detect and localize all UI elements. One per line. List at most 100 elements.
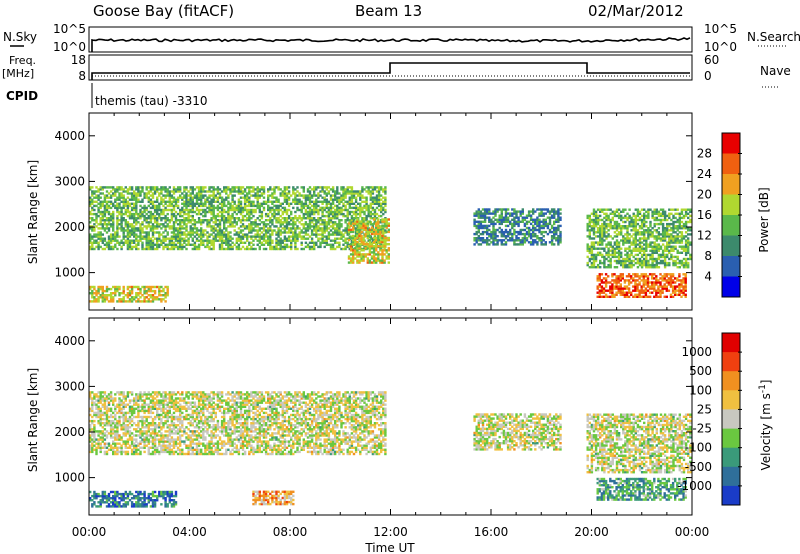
heatmap-cell xyxy=(627,289,631,292)
heatmap-cell xyxy=(283,239,287,242)
heatmap-cell xyxy=(668,257,671,261)
heatmap-cell xyxy=(283,243,287,246)
heatmap-cell xyxy=(640,249,644,252)
heatmap-cell xyxy=(630,293,633,296)
heatmap-cell xyxy=(684,251,688,254)
heatmap-cell xyxy=(93,196,96,199)
heatmap-cell xyxy=(262,192,266,195)
heatmap-cell xyxy=(532,226,535,230)
heatmap-cell xyxy=(356,247,359,250)
heatmap-cell xyxy=(283,198,287,201)
heatmap-cell xyxy=(617,257,621,261)
heatmap-cell xyxy=(290,227,293,230)
heatmap-cell xyxy=(634,214,637,218)
heatmap-cell xyxy=(481,216,485,219)
heatmap-cell xyxy=(122,194,125,197)
heatmap-cell xyxy=(147,298,150,301)
heatmap-cell xyxy=(687,212,690,215)
heatmap-cell xyxy=(101,202,104,205)
heatmap-cell xyxy=(546,232,550,236)
heatmap-cell xyxy=(649,266,652,269)
heatmap-cell xyxy=(553,220,556,223)
heatmap-cell xyxy=(285,212,289,216)
heatmap-cell xyxy=(135,194,138,197)
heatmap-cell xyxy=(506,218,510,221)
heatmap-cell xyxy=(634,289,637,292)
heatmap-cell xyxy=(112,202,115,205)
heatmap-cell xyxy=(296,194,299,197)
heatmap-cell xyxy=(151,231,155,234)
heatmap-cell xyxy=(494,218,497,221)
heatmap-cell xyxy=(298,200,301,203)
heatmap-cell xyxy=(218,225,222,228)
heatmap-cell xyxy=(609,220,612,224)
heatmap-cell xyxy=(680,261,684,265)
heatmap-cell xyxy=(605,251,608,254)
heatmap-cell xyxy=(687,249,690,252)
heatmap-cell xyxy=(227,186,230,189)
heatmap-cell xyxy=(676,266,679,269)
heatmap-cell xyxy=(141,198,144,201)
heatmap-cell xyxy=(239,202,243,205)
heatmap-cell xyxy=(365,208,368,212)
heatmap-cell xyxy=(340,196,343,199)
heatmap-cell xyxy=(346,229,349,232)
heatmap-cell xyxy=(135,188,138,191)
heatmap-cell xyxy=(218,235,222,238)
heatmap-cell xyxy=(302,190,305,193)
heatmap-cell xyxy=(114,235,117,238)
heatmap-cell xyxy=(97,247,100,251)
heatmap-cell xyxy=(170,227,174,230)
heatmap-cell xyxy=(689,241,692,244)
heatmap-cell xyxy=(611,245,614,248)
heatmap-cell xyxy=(628,266,631,269)
heatmap-cell xyxy=(220,247,224,251)
heatmap-cell xyxy=(145,219,148,222)
heatmap-cell xyxy=(202,243,205,246)
heatmap-cell xyxy=(99,212,102,216)
heatmap-cell xyxy=(179,233,182,236)
heatmap-cell xyxy=(375,236,378,240)
heatmap-cell xyxy=(294,229,297,232)
heatmap-cell xyxy=(361,186,364,189)
heatmap-cell xyxy=(359,206,362,210)
heatmap-cell xyxy=(160,241,163,244)
heatmap-cell xyxy=(382,188,385,191)
heatmap-cell xyxy=(375,257,378,260)
heatmap-cell xyxy=(604,273,608,276)
heatmap-cell xyxy=(216,204,220,208)
heatmap-cell xyxy=(483,220,487,223)
heatmap-cell xyxy=(327,223,331,226)
heatmap-cell xyxy=(344,204,347,208)
heatmap-cell xyxy=(124,210,127,214)
heatmap-cell xyxy=(126,243,130,246)
heatmap-cell xyxy=(636,210,640,213)
heatmap-cell xyxy=(139,214,142,218)
heatmap-cell xyxy=(354,243,357,246)
heatmap-cell xyxy=(151,229,155,232)
heatmap-cell xyxy=(191,237,194,240)
heatmap-cell xyxy=(640,279,643,282)
heatmap-cell xyxy=(95,214,98,218)
heatmap-cell xyxy=(338,245,341,249)
heatmap-cell xyxy=(206,239,209,242)
heatmap-cell xyxy=(310,208,314,212)
heatmap-cell xyxy=(118,235,121,238)
heatmap-cell xyxy=(296,186,299,189)
heatmap-cell xyxy=(208,223,211,226)
heatmap-cell xyxy=(130,202,134,205)
heatmap-cell xyxy=(212,221,215,224)
heatmap-cell xyxy=(655,208,658,211)
heatmap-cell xyxy=(93,212,96,216)
heatmap-cell xyxy=(383,218,386,221)
heatmap-cell xyxy=(229,239,232,242)
heatmap-cell xyxy=(680,247,684,250)
heatmap-cell xyxy=(632,239,635,242)
heatmap-cell xyxy=(607,289,610,292)
heatmap-cell xyxy=(225,229,228,232)
heatmap-cell xyxy=(523,216,527,219)
heatmap-cell xyxy=(479,216,483,219)
heatmap-cell xyxy=(174,227,178,230)
heatmap-cell xyxy=(627,283,631,286)
heatmap-cell xyxy=(596,291,599,294)
